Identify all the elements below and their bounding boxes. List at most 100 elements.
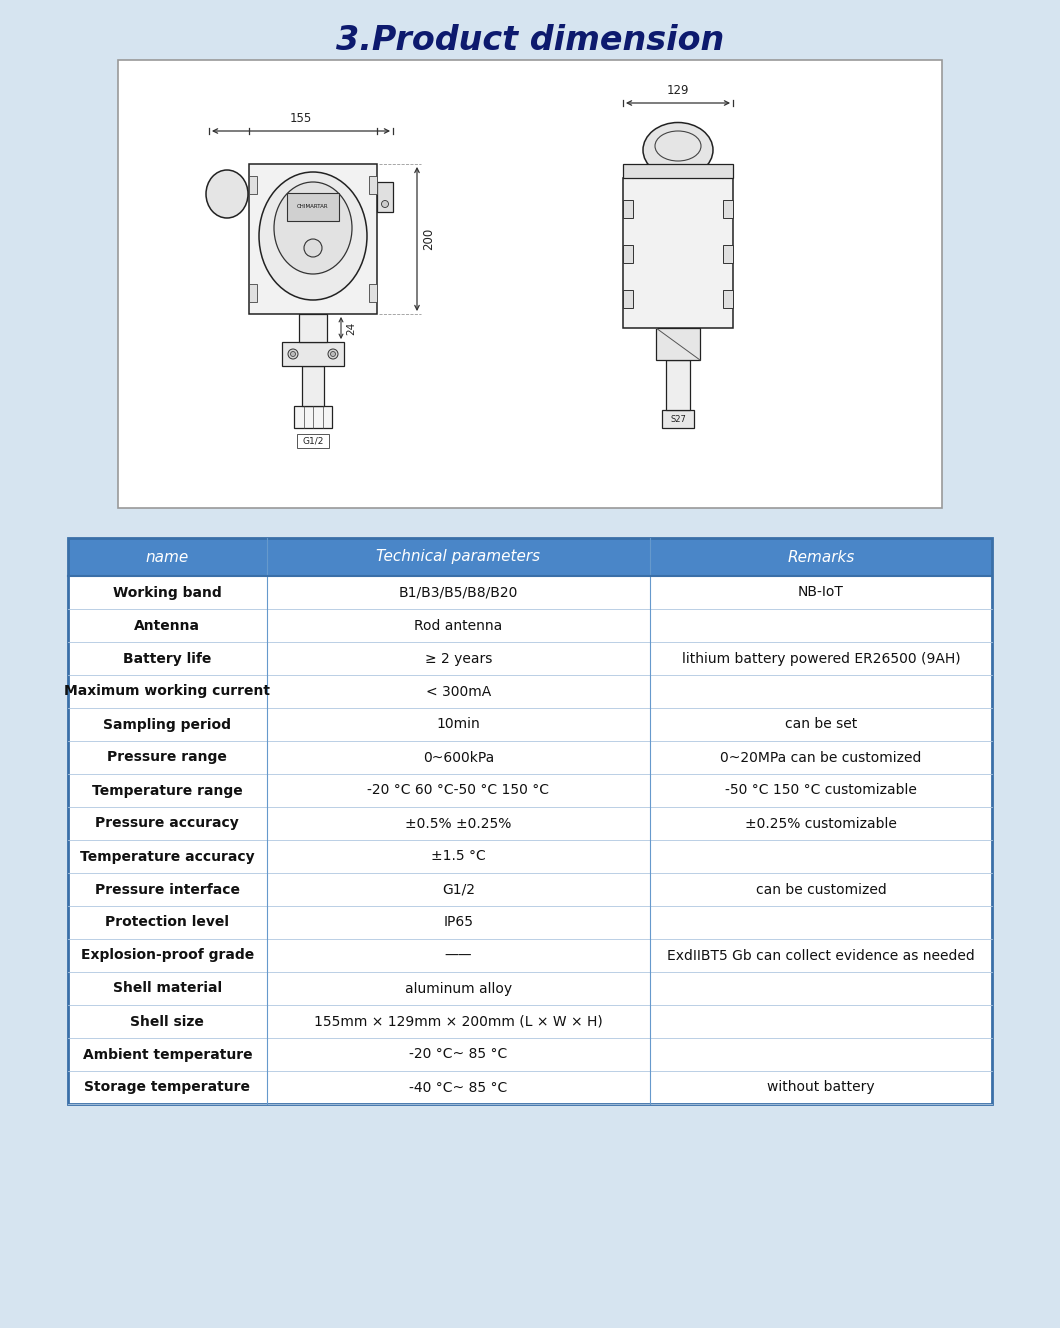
Bar: [68, 538, 992, 576]
Text: Shell size: Shell size: [130, 1015, 205, 1028]
Text: 10min: 10min: [437, 717, 480, 732]
Text: 3.Product dimension: 3.Product dimension: [336, 24, 724, 57]
Text: Pressure range: Pressure range: [107, 750, 227, 765]
Text: CHIMARTAR: CHIMARTAR: [297, 205, 329, 210]
Text: 129: 129: [667, 84, 689, 97]
Text: Storage temperature: Storage temperature: [85, 1081, 250, 1094]
Text: B1/B3/B5/B8/B20: B1/B3/B5/B8/B20: [399, 586, 518, 599]
Bar: [68, 741, 992, 774]
Text: without battery: without battery: [767, 1081, 874, 1094]
Bar: [623, 201, 633, 218]
Text: ≥ 2 years: ≥ 2 years: [425, 652, 492, 665]
Bar: [623, 178, 734, 328]
Circle shape: [304, 239, 322, 258]
Text: Antenna: Antenna: [135, 619, 200, 632]
Circle shape: [328, 349, 338, 359]
Bar: [68, 641, 992, 675]
Text: Remarks: Remarks: [788, 550, 854, 564]
Bar: [377, 182, 393, 212]
Text: Rod antenna: Rod antenna: [414, 619, 502, 632]
Bar: [68, 774, 992, 807]
Text: ±0.25% customizable: ±0.25% customizable: [745, 817, 897, 830]
Text: 200: 200: [422, 228, 435, 250]
Bar: [249, 284, 257, 301]
Bar: [662, 410, 694, 428]
Text: G1/2: G1/2: [442, 883, 475, 896]
Text: Battery life: Battery life: [123, 652, 212, 665]
Text: Explosion-proof grade: Explosion-proof grade: [81, 948, 254, 963]
Ellipse shape: [206, 170, 248, 218]
Text: -50 °C 150 °C customizable: -50 °C 150 °C customizable: [725, 784, 917, 798]
Text: IP65: IP65: [443, 915, 474, 930]
Bar: [68, 610, 992, 641]
Text: -40 °C~ 85 °C: -40 °C~ 85 °C: [409, 1081, 508, 1094]
Text: can be set: can be set: [785, 717, 858, 732]
Bar: [369, 177, 377, 194]
Bar: [68, 906, 992, 939]
Text: Shell material: Shell material: [112, 981, 222, 996]
Bar: [68, 939, 992, 972]
Bar: [118, 60, 942, 509]
Bar: [68, 1070, 992, 1104]
Bar: [68, 675, 992, 708]
Bar: [68, 807, 992, 841]
Text: ±0.5% ±0.25%: ±0.5% ±0.25%: [405, 817, 512, 830]
Bar: [68, 872, 992, 906]
Text: ExdIIBT5 Gb can collect evidence as needed: ExdIIBT5 Gb can collect evidence as need…: [667, 948, 975, 963]
Bar: [723, 244, 734, 263]
Bar: [656, 328, 700, 360]
Bar: [723, 290, 734, 308]
Bar: [623, 290, 633, 308]
Text: 155mm × 129mm × 200mm (L × W × H): 155mm × 129mm × 200mm (L × W × H): [314, 1015, 603, 1028]
Text: name: name: [145, 550, 189, 564]
Bar: [68, 972, 992, 1005]
Text: Temperature accuracy: Temperature accuracy: [80, 850, 254, 863]
Text: Sampling period: Sampling period: [103, 717, 231, 732]
Text: 0~600kPa: 0~600kPa: [423, 750, 494, 765]
Circle shape: [331, 352, 336, 356]
Text: lithium battery powered ER26500 (9AH): lithium battery powered ER26500 (9AH): [682, 652, 960, 665]
Circle shape: [288, 349, 298, 359]
Text: S27: S27: [670, 414, 686, 424]
Text: Pressure interface: Pressure interface: [94, 883, 240, 896]
Bar: [299, 313, 326, 343]
Bar: [249, 177, 257, 194]
Ellipse shape: [643, 122, 713, 178]
Bar: [68, 538, 992, 1104]
Bar: [294, 406, 332, 428]
Bar: [666, 360, 690, 410]
Ellipse shape: [273, 182, 352, 274]
Bar: [723, 201, 734, 218]
Text: ±1.5 °C: ±1.5 °C: [431, 850, 485, 863]
Text: can be customized: can be customized: [756, 883, 886, 896]
Text: Ambient temperature: Ambient temperature: [83, 1048, 252, 1061]
Bar: [68, 1038, 992, 1070]
Text: Maximum working current: Maximum working current: [65, 684, 270, 699]
Bar: [623, 163, 734, 178]
Bar: [623, 244, 633, 263]
Bar: [249, 163, 377, 313]
Bar: [287, 193, 339, 220]
Text: Pressure accuracy: Pressure accuracy: [95, 817, 240, 830]
Text: Temperature range: Temperature range: [92, 784, 243, 798]
Bar: [68, 576, 992, 610]
Text: Technical parameters: Technical parameters: [376, 550, 541, 564]
Text: 0~20MPa can be customized: 0~20MPa can be customized: [721, 750, 922, 765]
Bar: [68, 708, 992, 741]
Ellipse shape: [259, 173, 367, 300]
Text: NB-IoT: NB-IoT: [798, 586, 844, 599]
Bar: [282, 343, 345, 367]
Circle shape: [382, 201, 389, 207]
Bar: [297, 434, 329, 448]
Bar: [369, 284, 377, 301]
Bar: [68, 1005, 992, 1038]
Text: -20 °C~ 85 °C: -20 °C~ 85 °C: [409, 1048, 508, 1061]
Text: -20 °C 60 °C-50 °C 150 °C: -20 °C 60 °C-50 °C 150 °C: [368, 784, 549, 798]
Text: Protection level: Protection level: [105, 915, 229, 930]
Text: aluminum alloy: aluminum alloy: [405, 981, 512, 996]
Text: < 300mA: < 300mA: [426, 684, 491, 699]
Bar: [68, 841, 992, 872]
Bar: [302, 367, 324, 406]
Text: G1/2: G1/2: [302, 437, 323, 445]
Circle shape: [290, 352, 296, 356]
